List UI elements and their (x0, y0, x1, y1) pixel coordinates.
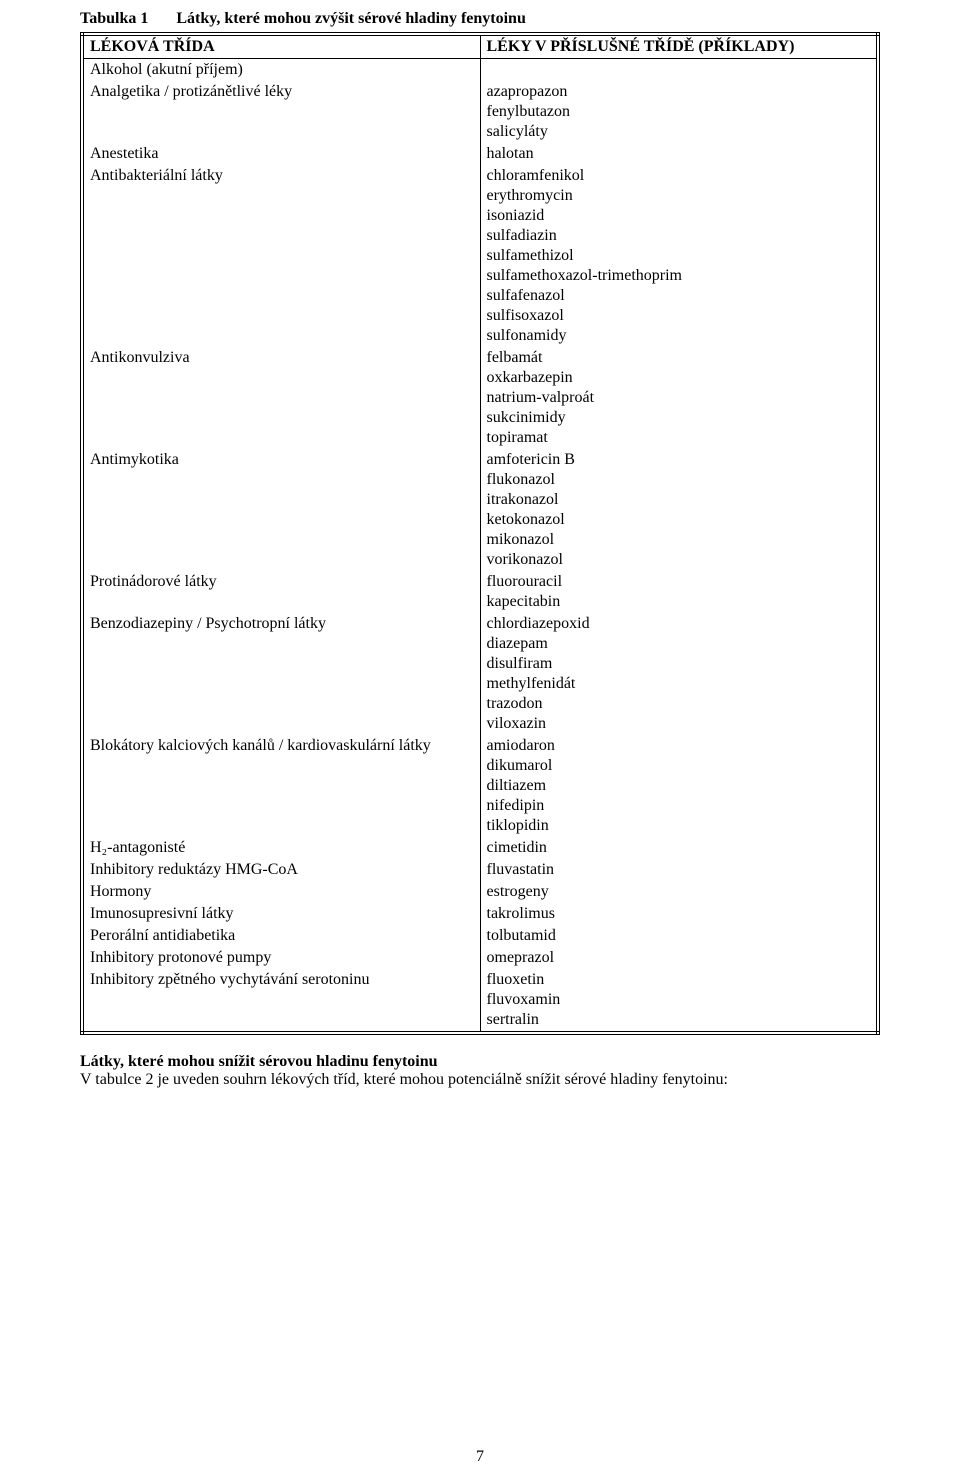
drug-examples-cell: felbamát oxkarbazepin natrium-valproát s… (480, 347, 878, 449)
drug-class-cell: Inhibitory protonové pumpy (82, 947, 480, 969)
drug-class-cell: Protinádorové látky (82, 571, 480, 613)
page: Tabulka 1 Látky, které mohou zvýšit séro… (0, 0, 960, 1480)
table-header-left: LÉKOVÁ TŘÍDA (82, 34, 480, 59)
drug-class-cell: Imunosupresivní látky (82, 903, 480, 925)
table-row: Anestetikahalotan (82, 143, 878, 165)
drug-class-cell: Benzodiazepiny / Psychotropní látky (82, 613, 480, 735)
drug-examples-cell (480, 59, 878, 82)
page-number: 7 (0, 1448, 960, 1466)
table-title-caption: Látky, které mohou zvýšit sérové hladiny… (176, 10, 526, 27)
drug-examples-cell: chlordiazepoxid diazepam disulfiram meth… (480, 613, 878, 735)
drug-class-cell: Blokátory kalciových kanálů / kardiovask… (82, 735, 480, 837)
drug-class-cell: Inhibitory reduktázy HMG-CoA (82, 859, 480, 881)
drug-examples-cell: fluorouracil kapecitabin (480, 571, 878, 613)
table-header-right: LÉKY V PŘÍSLUŠNÉ TŘÍDĚ (PŘÍKLADY) (480, 34, 878, 59)
table-row: Imunosupresivní látkytakrolimus (82, 903, 878, 925)
table-row: Analgetika / protizánětlivé lékyazapropa… (82, 81, 878, 143)
table-row: Inhibitory zpětného vychytávání serotoni… (82, 969, 878, 1033)
table-row: Inhibitory protonové pumpyomeprazol (82, 947, 878, 969)
drug-examples-cell: halotan (480, 143, 878, 165)
table-row: H₂-antagonistécimetidin (82, 837, 878, 859)
drug-class-cell: Anestetika (82, 143, 480, 165)
drug-examples-cell: amfotericin B flukonazol itrakonazol ket… (480, 449, 878, 571)
drug-examples-cell: fluvastatin (480, 859, 878, 881)
drug-class-cell: Antikonvulziva (82, 347, 480, 449)
drug-class-cell: Perorální antidiabetika (82, 925, 480, 947)
table-title-prefix: Tabulka 1 (80, 10, 148, 27)
table-row: Hormonyestrogeny (82, 881, 878, 903)
post-body-line: V tabulce 2 je uveden souhrn lékových tř… (80, 1071, 880, 1089)
table-row: Benzodiazepiny / Psychotropní látkychlor… (82, 613, 878, 735)
drug-examples-cell: estrogeny (480, 881, 878, 903)
post-text: Látky, které mohou snížit sérovou hladin… (80, 1053, 880, 1089)
table-row: Alkohol (akutní příjem) (82, 59, 878, 82)
drug-class-cell: Antimykotika (82, 449, 480, 571)
table-row: Antikonvulzivafelbamát oxkarbazepin natr… (82, 347, 878, 449)
drug-class-cell: H₂-antagonisté (82, 837, 480, 859)
table-header-row: LÉKOVÁ TŘÍDA LÉKY V PŘÍSLUŠNÉ TŘÍDĚ (PŘÍ… (82, 34, 878, 59)
table-row: Antimykotikaamfotericin B flukonazol itr… (82, 449, 878, 571)
table-title: Tabulka 1 Látky, které mohou zvýšit séro… (80, 10, 880, 28)
drug-examples-cell: amiodaron dikumarol diltiazem nifedipin … (480, 735, 878, 837)
drug-examples-cell: omeprazol (480, 947, 878, 969)
drug-class-cell: Analgetika / protizánětlivé léky (82, 81, 480, 143)
drug-examples-cell: fluoxetin fluvoxamin sertralin (480, 969, 878, 1033)
drug-examples-cell: azapropazon fenylbutazon salicyláty (480, 81, 878, 143)
drug-class-cell: Antibakteriální látky (82, 165, 480, 347)
drug-examples-cell: tolbutamid (480, 925, 878, 947)
drug-examples-cell: chloramfenikol erythromycin isoniazid su… (480, 165, 878, 347)
table-row: Perorální antidiabetikatolbutamid (82, 925, 878, 947)
drug-class-cell: Alkohol (akutní příjem) (82, 59, 480, 82)
drug-examples-cell: cimetidin (480, 837, 878, 859)
drug-class-cell: Hormony (82, 881, 480, 903)
drug-examples-cell: takrolimus (480, 903, 878, 925)
table-row: Antibakteriální látkychloramfenikol eryt… (82, 165, 878, 347)
table-row: Blokátory kalciových kanálů / kardiovask… (82, 735, 878, 837)
table-row: Inhibitory reduktázy HMG-CoAfluvastatin (82, 859, 878, 881)
drug-class-cell: Inhibitory zpětného vychytávání serotoni… (82, 969, 480, 1033)
table-row: Protinádorové látkyfluorouracil kapecita… (82, 571, 878, 613)
post-bold-line: Látky, které mohou snížit sérovou hladin… (80, 1053, 880, 1071)
drug-table: LÉKOVÁ TŘÍDA LÉKY V PŘÍSLUŠNÉ TŘÍDĚ (PŘÍ… (80, 32, 880, 1035)
